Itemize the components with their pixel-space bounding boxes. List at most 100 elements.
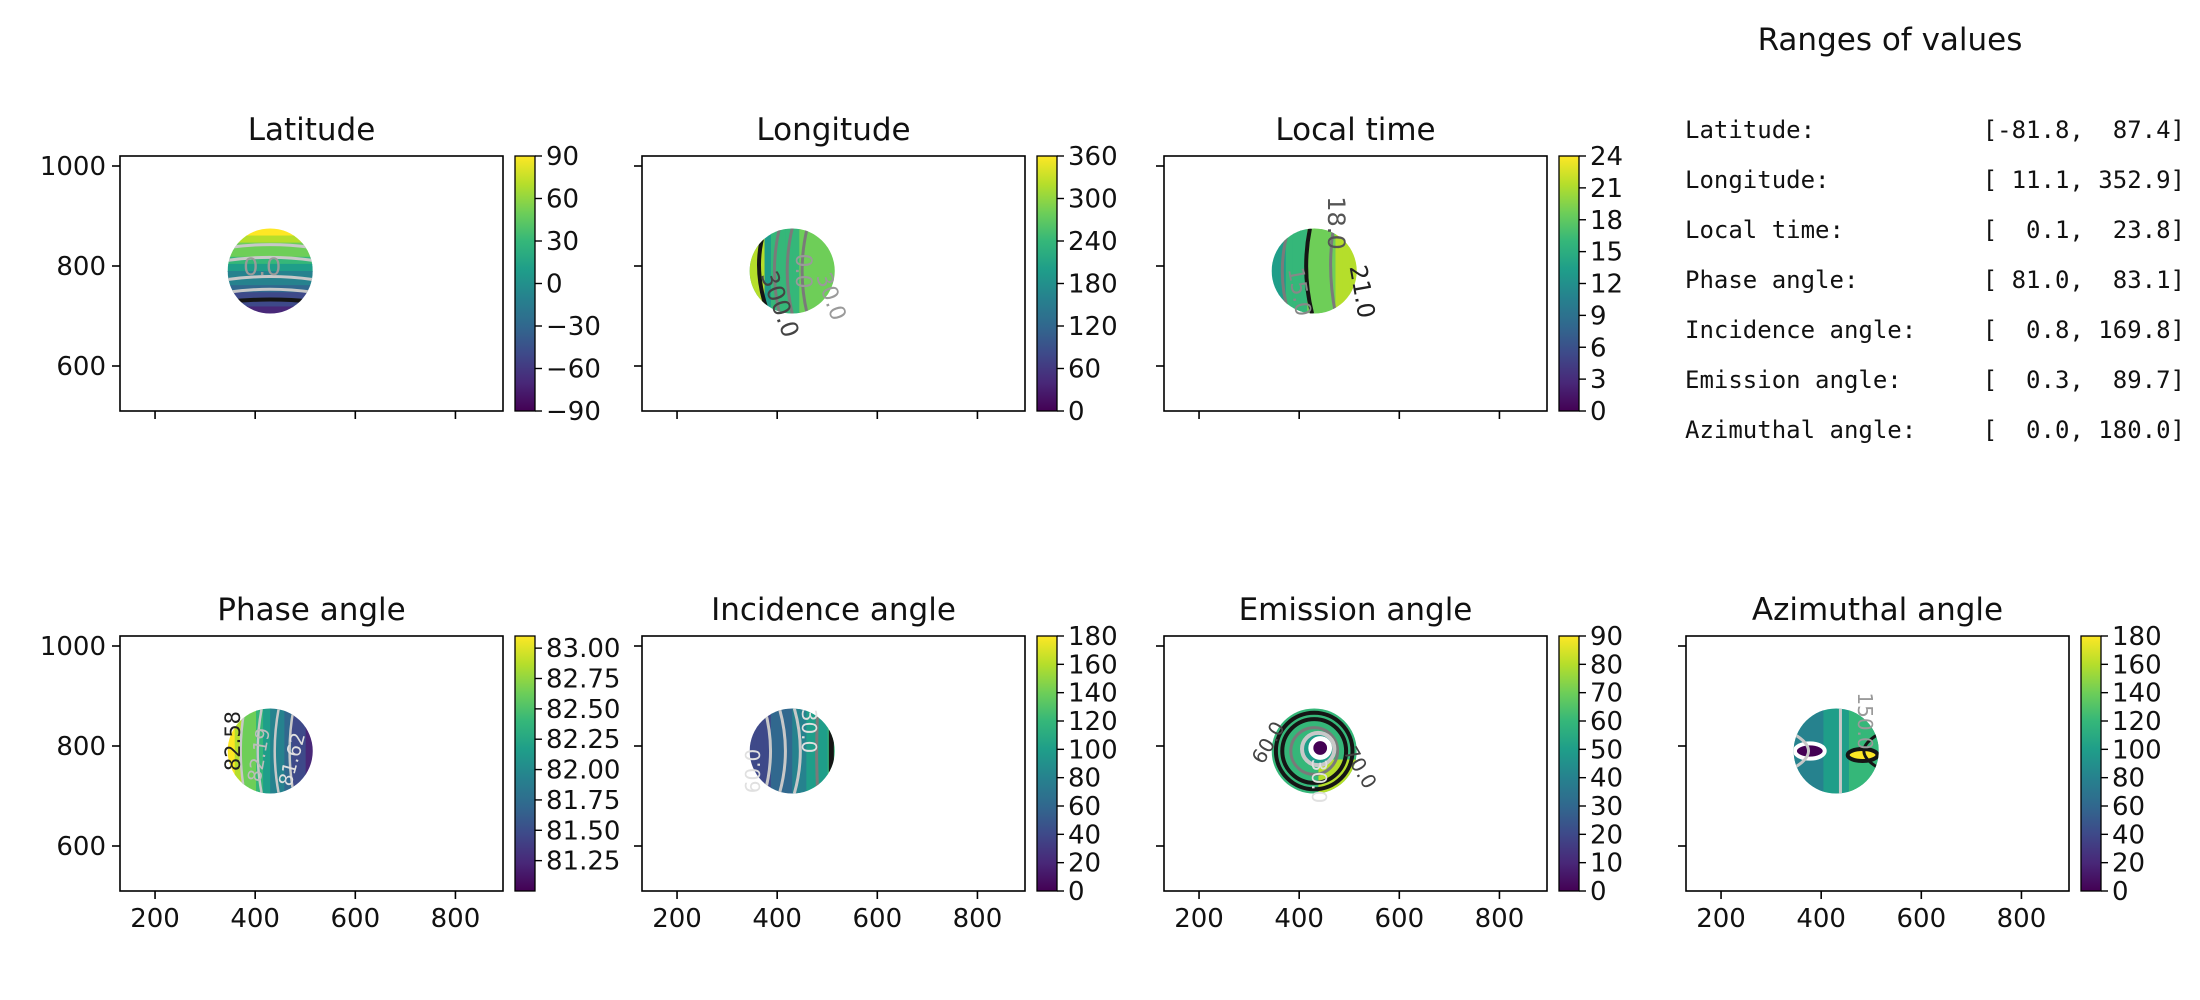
phase-contour (256, 708, 263, 794)
incidence-band (778, 708, 787, 794)
colorbar-tick-label: 60 (1590, 707, 1623, 737)
panel-title: Emission angle (1239, 592, 1473, 628)
range-row-azimuthal-angle: Azimuthal angle: [ 0.0, 180.0] (1685, 412, 2185, 462)
x-tick-label: 800 (953, 904, 1003, 934)
latitude-band (227, 299, 313, 308)
colorbar-tick-label: 160 (2112, 650, 2162, 680)
colorbar-tick-label: 90 (546, 142, 579, 172)
phase-band (241, 708, 250, 794)
contour-label: 60.0 (741, 749, 765, 794)
local-time-band (1292, 228, 1302, 314)
local-time-band (1349, 228, 1357, 314)
colorbar-tick-label: 24 (1590, 142, 1623, 172)
longitude-band (827, 228, 835, 314)
colorbar-tick-label: −60 (546, 355, 601, 385)
x-tick-label: 800 (1475, 904, 1525, 934)
local-time-band (1342, 228, 1351, 314)
contour-label: 0.0 (243, 253, 281, 281)
colorbar-tick-label: 82.75 (546, 665, 620, 695)
range-label: Incidence angle: (1685, 316, 1917, 344)
colorbar-tick-label: 240 (1068, 227, 1118, 257)
x-tick-label: 600 (330, 904, 380, 934)
y-tick-label: 1000 (40, 152, 106, 182)
colorbar-tick-label: 80 (1590, 650, 1623, 680)
x-tick-label: 400 (1274, 904, 1324, 934)
longitude-band (785, 228, 794, 314)
colorbar-tick-label: 0 (1590, 397, 1607, 427)
latitude-contour (227, 297, 313, 304)
axes-frame (1163, 635, 1548, 892)
phase-band (277, 708, 286, 794)
y-tick-label: 600 (56, 352, 106, 382)
y-tick-label: 600 (56, 832, 106, 862)
range-value: [-81.8, 87.4] (1982, 116, 2185, 144)
colorbar (514, 155, 536, 412)
colorbar-tick-label: 90 (1590, 622, 1623, 652)
colorbar-tick-label: 180 (2112, 622, 2162, 652)
incidence-contour (815, 708, 820, 794)
colorbar-tick-label: 9 (1590, 301, 1607, 331)
colorbar-tick-label: 60 (2112, 792, 2145, 822)
ranges-table: Latitude: [-81.8, 87.4] Longitude: [ 11.1,… (1685, 112, 2185, 462)
colorbar-tick-label: 21 (1590, 174, 1623, 204)
phase-contour (288, 708, 295, 794)
contour-label: 30.0 (1307, 759, 1331, 804)
phase-band (291, 708, 300, 794)
range-row-emission-angle: Emission angle: [ 0.3, 89.7] (1685, 362, 2185, 412)
colorbar-tick-label: 82.00 (546, 756, 620, 786)
y-tick-label: 1000 (40, 632, 106, 662)
range-label: Emission angle: (1685, 366, 1902, 394)
emission-contour (1280, 717, 1349, 785)
y-tick-label: 800 (56, 732, 106, 762)
incidence-band (756, 708, 765, 794)
x-tick-label: 800 (431, 904, 481, 934)
latitude-band (227, 292, 313, 301)
colorbar (1558, 635, 1580, 892)
x-tick-label: 600 (1896, 904, 1946, 934)
colorbar-tick-label: 0 (1068, 397, 1085, 427)
colorbar-tick-label: 60 (1068, 792, 1101, 822)
local-time-band (1307, 228, 1316, 314)
latitude-band (227, 228, 313, 237)
colorbar-tick-label: 180 (1068, 270, 1118, 300)
colorbar-tick-label: 20 (1068, 849, 1101, 879)
axes-frame (641, 635, 1026, 892)
colorbar-tick-label: 120 (1068, 312, 1118, 342)
longitude-contour (757, 236, 769, 310)
x-tick-label: 200 (130, 904, 180, 934)
panel-title: Phase angle (217, 592, 405, 628)
colorbar-tick-label: 160 (1068, 650, 1118, 680)
local-time-band (1285, 228, 1294, 314)
local-time-band (1321, 228, 1330, 314)
local-time-band (1300, 228, 1309, 314)
range-label: Azimuthal angle: (1685, 416, 1917, 444)
contour-label: 82.58 (221, 711, 245, 771)
colorbar-tick-label: 30 (1590, 792, 1623, 822)
x-tick-label: 400 (752, 904, 802, 934)
range-value: [ 11.1, 352.9] (1982, 166, 2185, 194)
colorbar-tick-label: 60 (1068, 355, 1101, 385)
colorbar-tick-label: 82.50 (546, 695, 620, 725)
range-row-local-time: Local time: [ 0.1, 23.8] (1685, 212, 2185, 262)
phase-band (234, 708, 243, 794)
colorbar-tick-label: 80 (2112, 764, 2145, 794)
colorbar (1558, 155, 1580, 412)
longitude-band (806, 228, 815, 314)
colorbar-tick-label: 40 (1068, 820, 1101, 850)
colorbar-tick-label: 80 (1068, 764, 1101, 794)
panel-latitude: Latitude 0.0 600 800 1000 90 60 30 0 −30 −60 −90 (40, 112, 601, 427)
range-label: Latitude: (1685, 116, 1816, 144)
colorbar-tick-label: 18 (1590, 206, 1623, 236)
contour-label: 0.0 (790, 254, 815, 289)
x-tick-label: 200 (1696, 904, 1746, 934)
colorbar-tick-label: 83.00 (546, 634, 620, 664)
axes-frame (1685, 635, 2070, 892)
incidence-band (770, 708, 780, 794)
colorbar-tick-label: 180 (1068, 622, 1118, 652)
local-time-band (1328, 228, 1337, 314)
colorbar-tick-label: 0 (1068, 877, 1085, 907)
local-time-band (1335, 228, 1344, 314)
colorbar-tick-label: 10 (1590, 849, 1623, 879)
